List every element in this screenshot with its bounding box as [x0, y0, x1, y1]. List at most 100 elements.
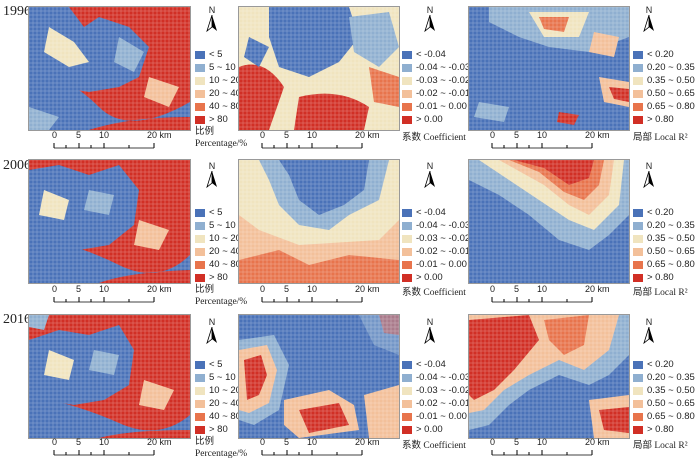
north-arrow-icon — [206, 15, 217, 33]
legend-item: 40 ~ 80 — [195, 258, 285, 271]
legend-title-zh: 比例 — [195, 285, 215, 295]
legend-item: -0.03 ~ -0.02 — [402, 74, 492, 87]
legend-item: > 0.00 — [402, 113, 492, 126]
legend-item: 0.20 ~ 0.35 — [633, 371, 699, 384]
legend-swatch — [195, 399, 205, 408]
legend-title-zh: 比例 — [195, 127, 215, 137]
legend-item: 20 ~ 40 — [195, 87, 285, 100]
legend-item: 0.20 ~ 0.35 — [633, 219, 699, 232]
legend-item: < -0.04 — [402, 48, 492, 61]
legend-item: 5 ~ 10 — [195, 371, 285, 384]
legend-swatch — [195, 221, 205, 230]
legend-swatch — [633, 115, 643, 124]
coefficient-map-1996 — [238, 6, 400, 131]
legend-swatch — [633, 208, 643, 217]
coefficient-map-2016 — [238, 314, 400, 439]
legend-item: 10 ~ 20 — [195, 74, 285, 87]
scale-bar-7: 0 5 10 20 km — [50, 437, 180, 461]
legend-swatch — [195, 273, 205, 282]
legend-item: < 0.20 — [633, 206, 699, 219]
legend-title-en: Percentage/% — [195, 449, 248, 459]
legend-swatch — [633, 221, 643, 230]
legend-swatch — [195, 247, 205, 256]
scale-bar-4: 0 5 10 20 km — [50, 284, 180, 308]
coefficient-map-2006 — [238, 159, 400, 284]
legend-swatch — [402, 50, 412, 59]
legend-swatch — [633, 247, 643, 256]
legend-item: 0.65 ~ 0.80 — [633, 100, 699, 113]
legend-swatch — [633, 260, 643, 269]
scale-ruler — [491, 143, 593, 149]
legend-item: > 80 — [195, 423, 285, 436]
north-arrow-3: N — [642, 5, 656, 33]
legend-swatch — [195, 50, 205, 59]
scale-bar-2: 0 5 10 20 km — [258, 130, 388, 154]
legend-item: < 0.20 — [633, 358, 699, 371]
legend-swatch — [633, 273, 643, 282]
legend-item: > 80 — [195, 113, 285, 126]
legend-swatch — [633, 63, 643, 72]
local-r2-legend-title: 局部 Local R² — [633, 288, 688, 298]
scale-bar-8: 0 5 10 20 km — [258, 437, 388, 461]
legend-swatch — [195, 412, 205, 421]
year-label-2016: 2016 — [3, 312, 31, 327]
legend-item: 0.50 ~ 0.65 — [633, 245, 699, 258]
legend-item: -0.01 ~ 0.00 — [402, 410, 492, 423]
scale-ruler — [53, 450, 155, 456]
legend-swatch — [633, 399, 643, 408]
coefficient-legend-2: < -0.04 -0.04 ~ -0.03 -0.03 ~ -0.02 -0.0… — [402, 206, 492, 284]
legend-swatch — [402, 89, 412, 98]
legend-swatch — [402, 208, 412, 217]
legend-item: -0.02 ~ -0.01 — [402, 87, 492, 100]
legend-swatch — [402, 115, 412, 124]
legend-item: 20 ~ 40 — [195, 397, 285, 410]
scale-ruler — [491, 297, 593, 303]
year-label-2006: 2006 — [3, 158, 31, 173]
legend-item: > 0.80 — [633, 113, 699, 126]
legend-swatch — [195, 234, 205, 243]
year-label-1996: 1996 — [3, 4, 31, 19]
legend-item: < 0.20 — [633, 48, 699, 61]
north-arrow-icon — [643, 15, 654, 33]
legend-swatch — [633, 412, 643, 421]
coefficient-legend-3: < -0.04 -0.04 ~ -0.03 -0.03 ~ -0.02 -0.0… — [402, 358, 492, 436]
legend-swatch — [633, 76, 643, 85]
legend-item: 0.65 ~ 0.80 — [633, 410, 699, 423]
legend-item: 0.35 ~ 0.50 — [633, 384, 699, 397]
legend-item: < -0.04 — [402, 206, 492, 219]
legend-item: -0.01 ~ 0.00 — [402, 258, 492, 271]
legend-swatch — [402, 221, 412, 230]
scale-ruler — [261, 143, 363, 149]
legend-swatch — [633, 89, 643, 98]
local-r2-map-2006 — [468, 159, 630, 284]
scale-bar-6: 0 5 10 20 km — [488, 284, 618, 308]
coefficient-legend-1: < -0.04 -0.04 ~ -0.03 -0.03 ~ -0.02 -0.0… — [402, 48, 492, 126]
north-arrow-icon — [643, 327, 654, 345]
coefficient-legend-title: 系数 Coefficient — [402, 288, 466, 298]
legend-swatch — [195, 102, 205, 111]
legend-swatch — [402, 360, 412, 369]
legend-swatch — [195, 260, 205, 269]
legend-title-zh: 比例 — [195, 437, 215, 447]
legend-swatch — [195, 63, 205, 72]
coefficient-legend-title: 系数 Coefficient — [402, 441, 466, 451]
percentage-legend-1: < 5 5 ~ 10 10 ~ 20 20 ~ 40 40 ~ 80 > 80 … — [195, 48, 285, 150]
legend-swatch — [402, 63, 412, 72]
legend-swatch — [402, 234, 412, 243]
local-r2-legend-3: < 0.20 0.20 ~ 0.35 0.35 ~ 0.50 0.50 ~ 0.… — [633, 358, 699, 436]
local-r2-legend-1: < 0.20 0.20 ~ 0.35 0.35 ~ 0.50 0.50 ~ 0.… — [633, 48, 699, 126]
legend-item: -0.04 ~ -0.03 — [402, 61, 492, 74]
legend-swatch — [195, 115, 205, 124]
north-arrow-icon — [206, 171, 217, 189]
legend-item: -0.04 ~ -0.03 — [402, 371, 492, 384]
legend-swatch — [633, 386, 643, 395]
legend-swatch — [402, 273, 412, 282]
scale-ruler — [53, 143, 155, 149]
local-r2-legend-2: < 0.20 0.20 ~ 0.35 0.35 ~ 0.50 0.50 ~ 0.… — [633, 206, 699, 284]
legend-swatch — [402, 102, 412, 111]
legend-item: 40 ~ 80 — [195, 100, 285, 113]
legend-swatch — [195, 386, 205, 395]
legend-swatch — [195, 208, 205, 217]
legend-swatch — [195, 373, 205, 382]
percentage-map-2016 — [28, 314, 191, 439]
